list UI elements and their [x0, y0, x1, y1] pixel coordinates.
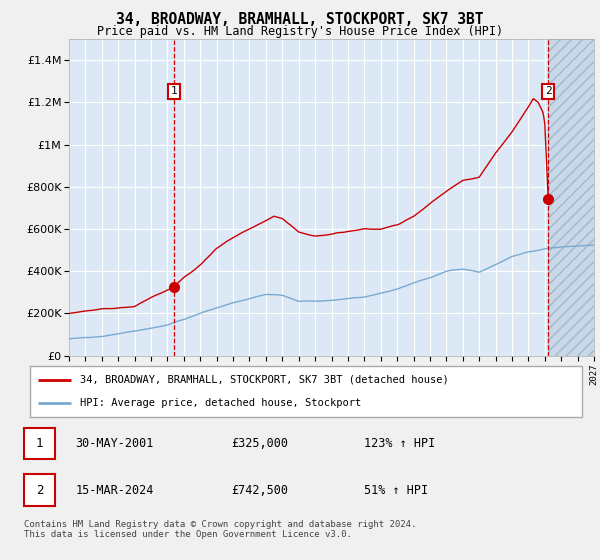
Text: 34, BROADWAY, BRAMHALL, STOCKPORT, SK7 3BT (detached house): 34, BROADWAY, BRAMHALL, STOCKPORT, SK7 3…: [80, 375, 448, 385]
Text: Contains HM Land Registry data © Crown copyright and database right 2024.
This d: Contains HM Land Registry data © Crown c…: [24, 520, 416, 539]
Bar: [548, 39, 594, 356]
Text: 51% ↑ HPI: 51% ↑ HPI: [364, 483, 428, 497]
Text: 123% ↑ HPI: 123% ↑ HPI: [364, 437, 435, 450]
FancyBboxPatch shape: [24, 428, 55, 459]
Text: £742,500: £742,500: [231, 483, 288, 497]
Text: 2: 2: [545, 86, 551, 96]
Text: 15-MAR-2024: 15-MAR-2024: [76, 483, 154, 497]
Text: 1: 1: [171, 86, 178, 96]
Text: Price paid vs. HM Land Registry's House Price Index (HPI): Price paid vs. HM Land Registry's House …: [97, 25, 503, 38]
Text: 30-MAY-2001: 30-MAY-2001: [76, 437, 154, 450]
Text: 34, BROADWAY, BRAMHALL, STOCKPORT, SK7 3BT: 34, BROADWAY, BRAMHALL, STOCKPORT, SK7 3…: [116, 12, 484, 27]
FancyBboxPatch shape: [24, 474, 55, 506]
Text: £325,000: £325,000: [231, 437, 288, 450]
Text: 1: 1: [36, 437, 43, 450]
Text: HPI: Average price, detached house, Stockport: HPI: Average price, detached house, Stoc…: [80, 398, 361, 408]
Text: 2: 2: [36, 483, 43, 497]
FancyBboxPatch shape: [30, 366, 582, 417]
